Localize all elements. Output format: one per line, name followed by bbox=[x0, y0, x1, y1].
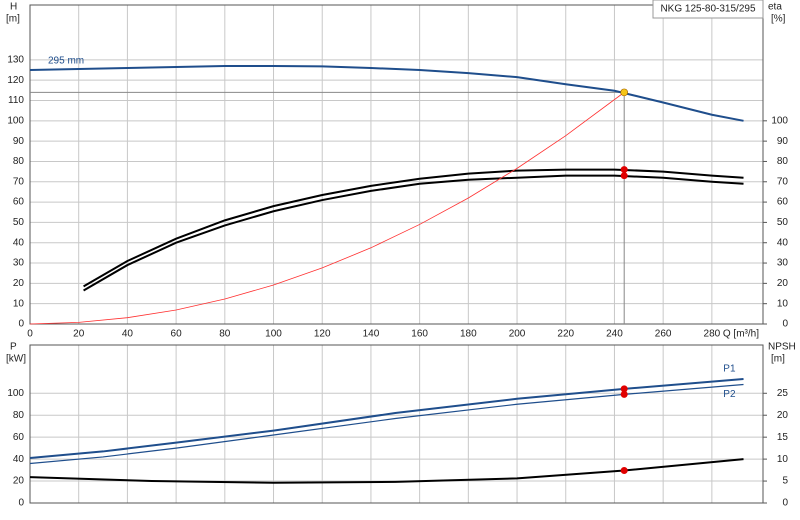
plot-frame bbox=[29, 4, 764, 325]
y-tick-label: 90 bbox=[13, 136, 25, 147]
y-tick-label: 120 bbox=[7, 75, 24, 86]
y2-tick-label: 90 bbox=[777, 136, 789, 147]
y2-tick-label: 0 bbox=[782, 498, 788, 509]
operating-point bbox=[620, 390, 628, 398]
y-axis-unit: [kW] bbox=[6, 354, 26, 365]
x-tick-label: 40 bbox=[122, 329, 134, 340]
x-tick-label: 260 bbox=[655, 329, 672, 340]
y2-tick-label: 20 bbox=[777, 278, 789, 289]
y-tick-label: 30 bbox=[13, 258, 25, 269]
y-tick-label: 50 bbox=[13, 217, 25, 228]
y2-tick-label: 10 bbox=[777, 454, 789, 465]
series-label: 295 mm bbox=[48, 56, 84, 67]
y-tick-label: 100 bbox=[7, 115, 24, 126]
y2-tick-label: 80 bbox=[777, 156, 789, 167]
operating-point bbox=[620, 88, 628, 97]
series-line bbox=[29, 92, 625, 325]
y2-axis-unit: [%] bbox=[771, 14, 786, 25]
y2-tick-label: 50 bbox=[777, 217, 789, 228]
operating-point bbox=[620, 166, 628, 174]
y-tick-label: 80 bbox=[13, 410, 25, 421]
operating-point bbox=[620, 467, 628, 475]
y2-axis-unit: [m] bbox=[771, 354, 785, 365]
x-tick-label: 240 bbox=[606, 329, 623, 340]
y-tick-label: 20 bbox=[13, 476, 25, 487]
x-axis-label: Q [m³/h] bbox=[723, 329, 759, 340]
x-tick-label: 0 bbox=[27, 329, 33, 340]
y-tick-label: 10 bbox=[13, 298, 25, 309]
x-tick-label: 80 bbox=[219, 329, 231, 340]
x-tick-label: 280 bbox=[704, 329, 721, 340]
y-tick-label: 60 bbox=[13, 197, 25, 208]
series-line bbox=[29, 383, 744, 465]
series-label: P1 bbox=[723, 364, 736, 375]
y2-tick-label: 100 bbox=[771, 115, 788, 126]
y-tick-label: 60 bbox=[13, 432, 25, 443]
y-tick-label: 70 bbox=[13, 176, 25, 187]
series-line bbox=[29, 458, 744, 484]
x-tick-label: 100 bbox=[265, 329, 282, 340]
y-tick-label: 110 bbox=[8, 95, 24, 106]
y-tick-label: 0 bbox=[18, 319, 24, 330]
y2-axis-label: NPSH bbox=[768, 342, 796, 353]
y-tick-label: 100 bbox=[7, 388, 24, 399]
title-box bbox=[652, 0, 764, 19]
x-tick-label: 120 bbox=[314, 329, 331, 340]
y2-tick-label: 40 bbox=[777, 237, 789, 248]
y2-tick-label: 20 bbox=[777, 410, 789, 421]
chart-title: NKG 125-80-315/295 bbox=[660, 4, 756, 15]
y2-tick-label: 5 bbox=[782, 476, 788, 487]
operating-point bbox=[620, 172, 628, 180]
y2-tick-label: 25 bbox=[777, 388, 789, 399]
series-line bbox=[83, 174, 744, 292]
y2-tick-label: 10 bbox=[777, 298, 789, 309]
series-line bbox=[83, 168, 744, 288]
y-tick-label: 40 bbox=[13, 454, 25, 465]
x-tick-label: 60 bbox=[171, 329, 183, 340]
y-tick-label: 40 bbox=[13, 237, 25, 248]
y2-tick-label: 60 bbox=[777, 197, 789, 208]
y-tick-label: 20 bbox=[13, 278, 25, 289]
y-axis-label: P bbox=[10, 342, 17, 353]
y2-tick-label: 15 bbox=[777, 432, 789, 443]
series-label: P2 bbox=[723, 389, 736, 400]
y-axis-unit: [m] bbox=[6, 14, 20, 25]
y2-axis-label: eta bbox=[768, 2, 782, 13]
y2-tick-label: 0 bbox=[782, 319, 788, 330]
y2-tick-label: 70 bbox=[777, 176, 789, 187]
y2-tick-label: 30 bbox=[777, 258, 789, 269]
y-axis-label: H bbox=[10, 2, 17, 13]
y-tick-label: 130 bbox=[7, 55, 24, 66]
plot-frame bbox=[29, 344, 764, 504]
x-tick-label: 20 bbox=[73, 329, 85, 340]
series-line bbox=[29, 64, 744, 122]
x-tick-label: 180 bbox=[460, 329, 477, 340]
x-tick-label: 160 bbox=[411, 329, 428, 340]
x-tick-label: 140 bbox=[363, 329, 380, 340]
operating-point bbox=[620, 385, 628, 393]
y-tick-label: 80 bbox=[13, 156, 25, 167]
y-tick-label: 0 bbox=[18, 498, 24, 509]
x-tick-label: 200 bbox=[509, 329, 526, 340]
series-line bbox=[29, 378, 744, 460]
x-tick-label: 220 bbox=[557, 329, 574, 340]
